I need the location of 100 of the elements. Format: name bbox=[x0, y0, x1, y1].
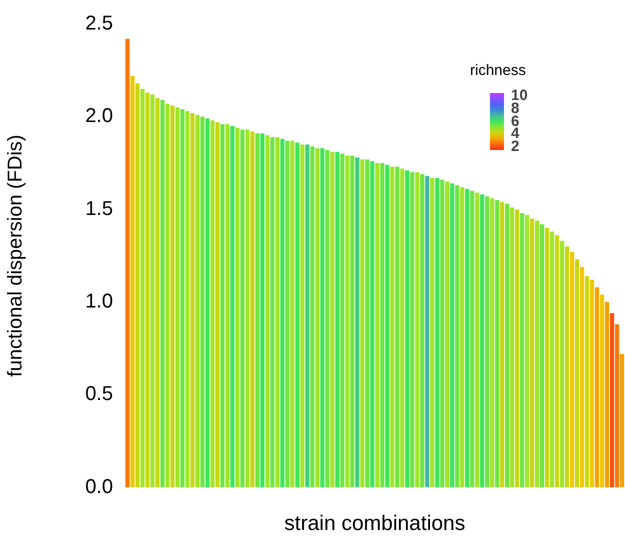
y-tick-label: 1.5 bbox=[85, 198, 113, 220]
bar bbox=[220, 124, 224, 488]
bar bbox=[360, 159, 364, 488]
bar bbox=[155, 98, 160, 488]
bar bbox=[410, 172, 414, 488]
bar bbox=[315, 148, 320, 488]
bar bbox=[275, 137, 280, 488]
bar bbox=[425, 176, 430, 488]
bar bbox=[415, 172, 420, 488]
bar bbox=[470, 190, 474, 488]
bar bbox=[330, 152, 334, 488]
bar bbox=[524, 214, 530, 488]
bar bbox=[140, 88, 145, 488]
bar bbox=[210, 120, 215, 488]
bar bbox=[400, 168, 404, 488]
bar bbox=[150, 94, 155, 488]
bar bbox=[430, 178, 434, 488]
bar bbox=[500, 202, 504, 488]
bar bbox=[355, 157, 360, 488]
bar bbox=[540, 224, 544, 488]
bar bbox=[130, 76, 135, 488]
bar bbox=[534, 220, 540, 488]
bar bbox=[435, 178, 440, 488]
bar bbox=[215, 122, 220, 488]
bar bbox=[290, 140, 294, 488]
bar bbox=[195, 114, 200, 488]
bar bbox=[405, 170, 410, 488]
x-axis-title: strain combinations bbox=[284, 512, 466, 536]
bar bbox=[145, 92, 150, 488]
bar bbox=[594, 287, 600, 488]
bar bbox=[180, 109, 185, 488]
bar bbox=[340, 154, 344, 488]
bar bbox=[320, 148, 324, 488]
bar bbox=[245, 130, 250, 488]
bar bbox=[310, 146, 314, 488]
bar bbox=[495, 200, 500, 488]
y-axis-title: functional dispersion (FDis) bbox=[4, 134, 27, 377]
bar bbox=[460, 187, 464, 488]
bar bbox=[570, 252, 574, 488]
bar bbox=[510, 208, 514, 488]
annotation: 2 bbox=[511, 138, 520, 155]
bar bbox=[590, 280, 594, 488]
bar bbox=[265, 135, 270, 488]
bar bbox=[455, 185, 460, 488]
y-tick-label: 0.0 bbox=[85, 476, 113, 498]
y-tick-label: 0.5 bbox=[85, 383, 113, 406]
bar bbox=[515, 209, 520, 488]
bar bbox=[550, 232, 554, 488]
bar bbox=[255, 133, 260, 488]
bar bbox=[530, 218, 534, 488]
bar bbox=[614, 324, 620, 488]
bar bbox=[420, 174, 424, 488]
bar bbox=[574, 259, 580, 488]
bar bbox=[604, 302, 610, 488]
bar bbox=[475, 192, 480, 488]
bar bbox=[350, 156, 354, 488]
bar bbox=[465, 188, 470, 488]
bar bbox=[370, 161, 374, 488]
bar bbox=[175, 107, 180, 488]
bar bbox=[365, 159, 370, 488]
bar bbox=[375, 163, 380, 488]
bar bbox=[325, 150, 330, 488]
bar bbox=[445, 182, 450, 488]
bar bbox=[520, 213, 524, 488]
bar bbox=[440, 180, 444, 488]
bar bbox=[600, 294, 604, 488]
bar bbox=[584, 276, 590, 488]
bar bbox=[345, 156, 350, 488]
bar bbox=[480, 194, 484, 488]
bar bbox=[165, 104, 170, 488]
bar bbox=[335, 152, 340, 488]
bar bbox=[395, 166, 400, 488]
bar bbox=[240, 130, 244, 488]
bar bbox=[385, 164, 390, 488]
bar bbox=[225, 124, 230, 488]
bar bbox=[160, 100, 165, 488]
bar bbox=[450, 183, 454, 488]
bar bbox=[285, 140, 290, 488]
bar bbox=[250, 132, 254, 488]
bar bbox=[280, 138, 284, 488]
y-tick-label: 2.5 bbox=[85, 12, 113, 35]
bar bbox=[564, 246, 570, 488]
bar bbox=[580, 266, 584, 488]
bar bbox=[390, 166, 394, 488]
bar bbox=[610, 313, 614, 488]
legend-title: richness bbox=[470, 62, 526, 79]
bar bbox=[260, 133, 264, 488]
bar bbox=[485, 196, 490, 488]
bar bbox=[620, 354, 624, 488]
bar bbox=[544, 228, 550, 488]
bar bbox=[205, 118, 210, 488]
bar bbox=[305, 144, 310, 488]
y-tick-label: 1.0 bbox=[85, 290, 113, 313]
bar bbox=[380, 163, 384, 488]
bar bbox=[190, 112, 195, 488]
bar bbox=[300, 144, 304, 488]
bar bbox=[490, 198, 494, 488]
bar bbox=[185, 111, 190, 488]
bar bbox=[125, 38, 130, 488]
bar bbox=[230, 126, 234, 488]
